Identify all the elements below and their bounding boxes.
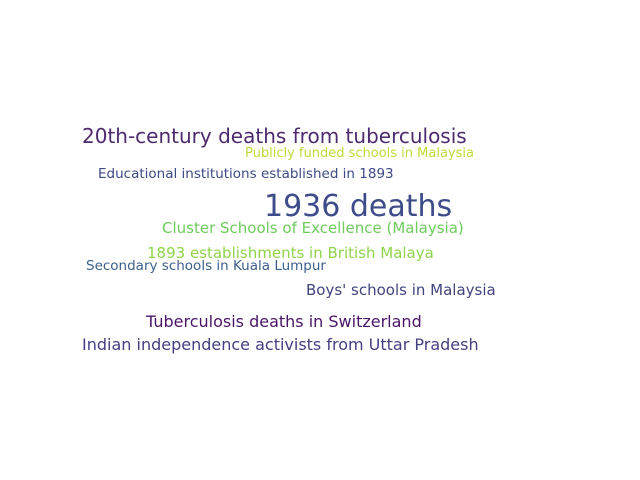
word-boys-schools-in-malaysia: Boys' schools in Malaysia	[306, 281, 496, 299]
word-1893-establishments-in-british-malaya: 1893 establishments in British Malaya	[147, 244, 434, 262]
word-cluster-schools-of-excellence-malaysia: Cluster Schools of Excellence (Malaysia)	[162, 219, 464, 237]
word-secondary-schools-in-kuala-lumpur: Secondary schools in Kuala Lumpur	[86, 258, 326, 274]
word-tuberculosis-deaths-in-switzerland: Tuberculosis deaths in Switzerland	[146, 312, 422, 331]
word-publicly-funded-schools-in-malaysia: Publicly funded schools in Malaysia	[245, 146, 474, 161]
word-indian-independence-activists-from-uttar-pradesh: Indian independence activists from Uttar…	[82, 335, 479, 354]
word-20th-century-deaths-from-tuberculosis: 20th-century deaths from tuberculosis	[82, 124, 467, 148]
word-1936-deaths: 1936 deaths	[264, 189, 453, 224]
word-educational-institutions-established-in-1893: Educational institutions established in …	[98, 166, 394, 182]
